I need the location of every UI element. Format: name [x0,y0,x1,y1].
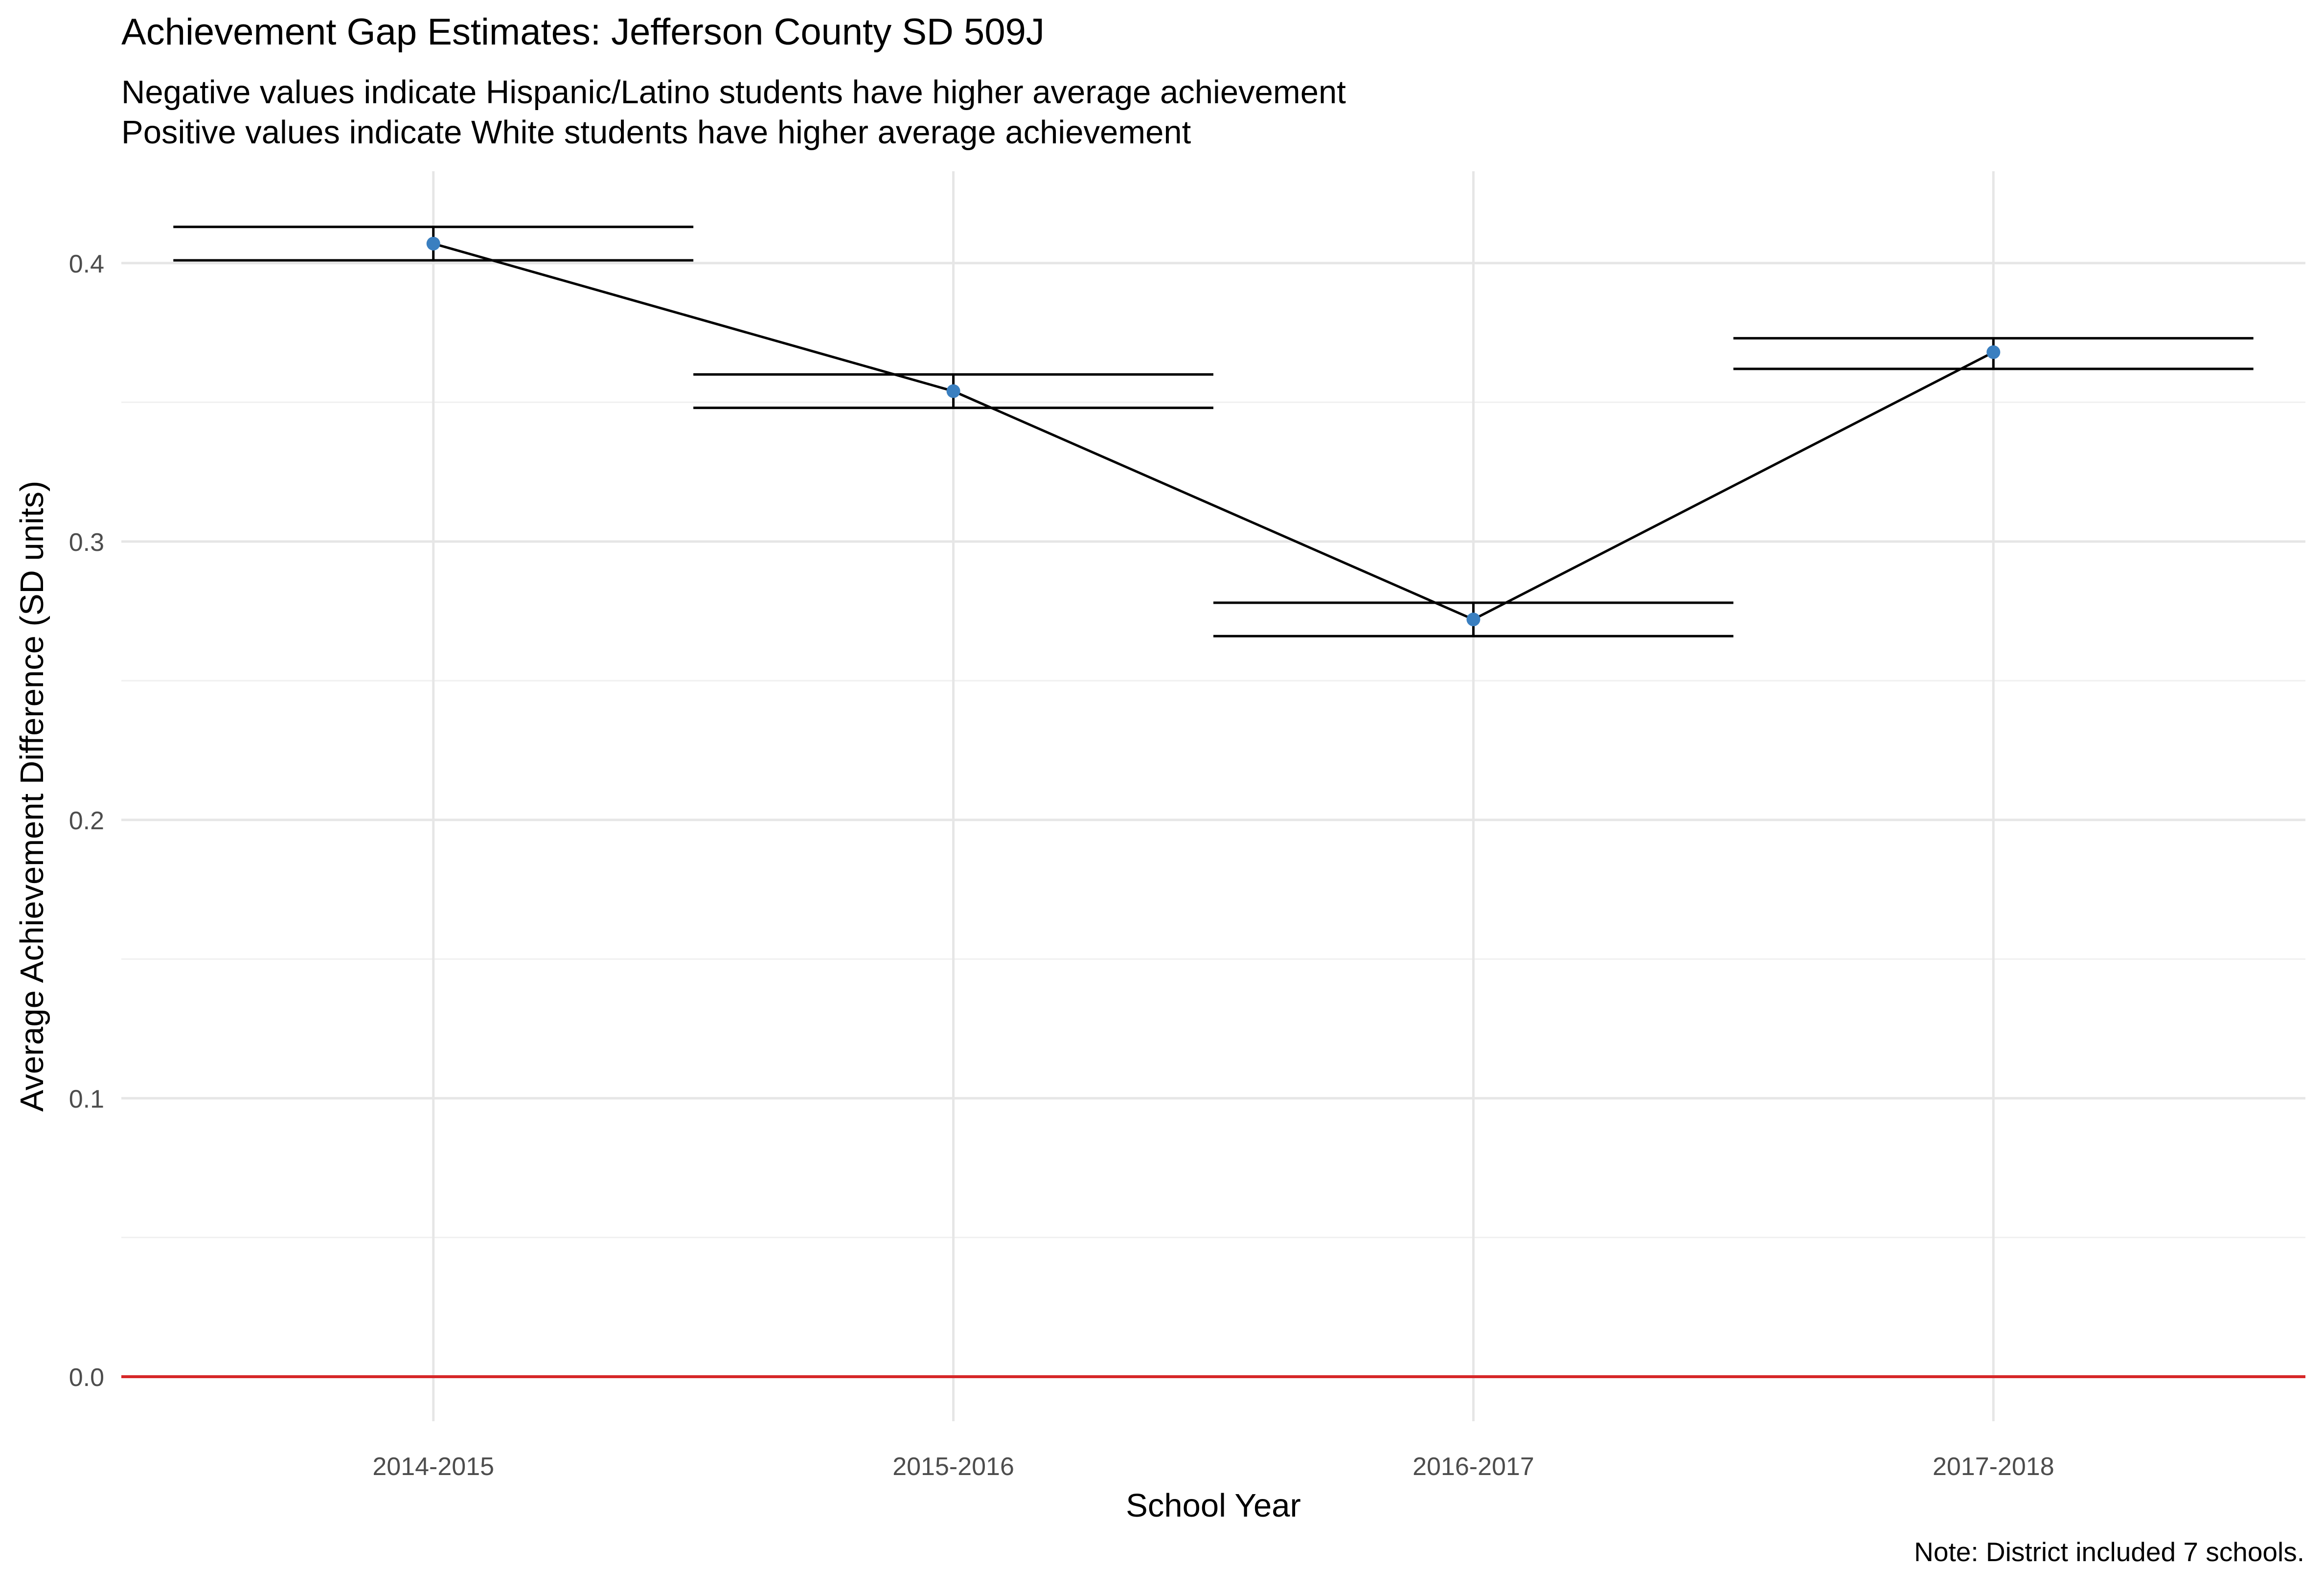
data-point [426,236,440,250]
data-point [1466,613,1481,627]
y-tick-label: 0.0 [69,1363,104,1392]
series-line [433,242,1994,621]
y-tick-label: 0.1 [69,1085,104,1113]
chart-subtitle-line-1: Negative values indicate Hispanic/Latino… [121,74,1346,111]
data-point [946,384,960,398]
y-tick-label: 0.4 [69,250,104,278]
chart-caption: Note: District included 7 schools. [1914,1537,2304,1567]
x-axis-label: School Year [1126,1487,1301,1524]
x-tick-label: 2015-2016 [892,1453,1014,1481]
x-tick-label: 2014-2015 [372,1453,494,1481]
x-tick-label: 2016-2017 [1413,1453,1534,1481]
chart-title: Achievement Gap Estimates: Jefferson Cou… [121,11,1045,53]
chart-subtitle-line-2: Positive values indicate White students … [121,114,1191,151]
x-tick-label: 2017-2018 [1933,1453,2054,1481]
data-point [1986,345,2001,359]
y-tick-label: 0.3 [69,528,104,557]
y-tick-label: 0.2 [69,807,104,835]
y-axis-label: Average Achievement Difference (SD units… [14,481,50,1112]
